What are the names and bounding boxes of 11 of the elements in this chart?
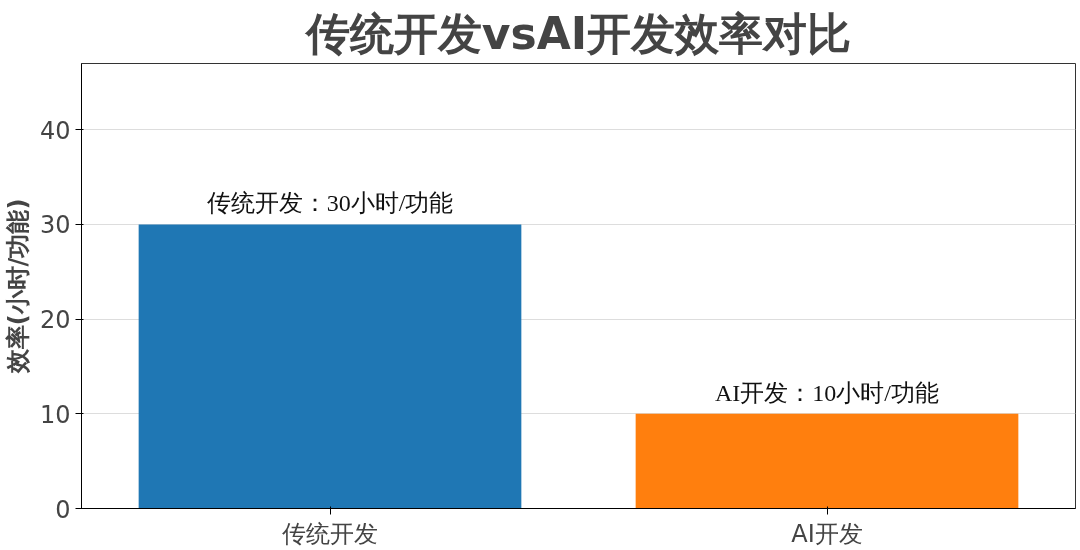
y-tick-label: 20 <box>39 306 71 335</box>
chart-title: 传统开发vsAI开发效率对比 <box>303 7 852 59</box>
y-tick-label: 0 <box>55 495 71 524</box>
y-tick-label: 10 <box>39 400 71 429</box>
y-tick-label: 30 <box>39 211 71 240</box>
x-tick-label: 传统开发 <box>282 519 378 548</box>
data-label: AI开发：10小时/功能 <box>715 379 939 406</box>
data-label: 传统开发：30小时/功能 <box>206 190 454 217</box>
y-axis-title: 效率(小时/功能) <box>3 198 32 375</box>
x-tick-label: AI开发 <box>791 519 863 548</box>
y-tick-label: 40 <box>39 116 71 145</box>
